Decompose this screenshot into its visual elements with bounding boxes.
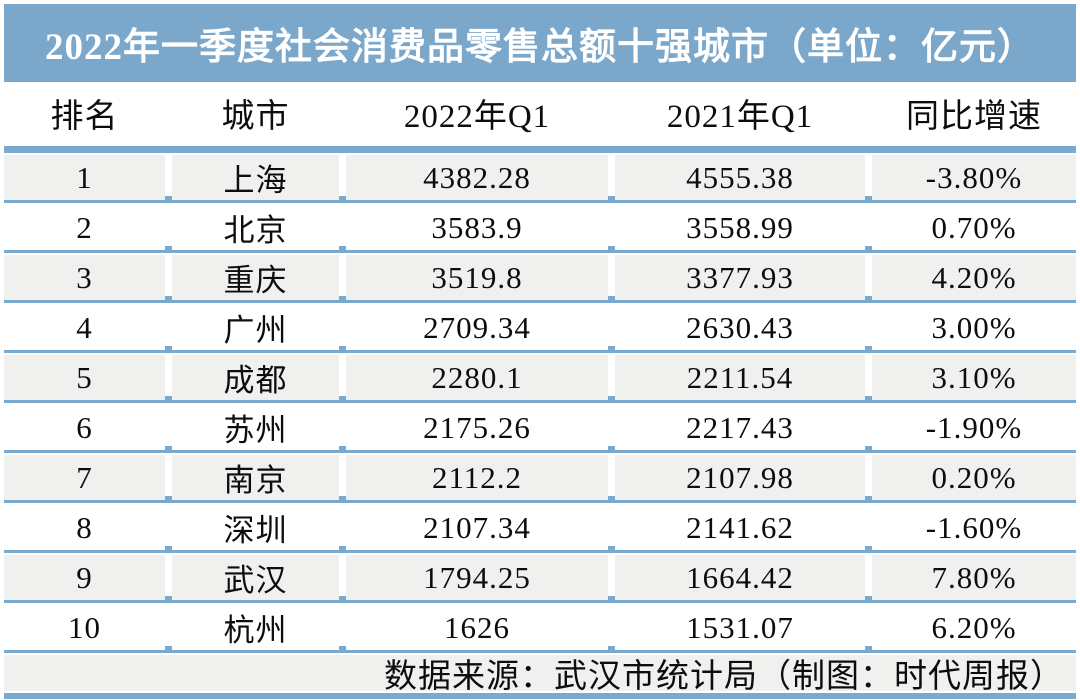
page-title: 2022年一季度社会消费品零售总额十强城市（单位：亿元） <box>45 27 1035 68</box>
table-row: 9 武汉 1794.25 1664.42 7.80% <box>4 555 1076 600</box>
cell-2021q1: 3377.93 <box>615 255 865 300</box>
cell-2021q1: 2107.98 <box>615 455 865 500</box>
cell-yoy: 3.00% <box>872 305 1076 350</box>
cell-2022q1: 1626 <box>346 605 608 650</box>
cell-2022q1: 3583.9 <box>346 205 608 250</box>
cell-2021q1: 1531.07 <box>615 605 865 650</box>
cell-2022q1: 2112.2 <box>346 455 608 500</box>
cell-2021q1: 2141.62 <box>615 505 865 550</box>
cell-yoy: 3.10% <box>872 355 1076 400</box>
table-row: 3 重庆 3519.8 3377.93 4.20% <box>4 255 1076 300</box>
source-note: 数据来源：武汉市统计局（制图：时代周报） <box>384 659 1064 695</box>
cell-city: 广州 <box>172 305 339 350</box>
cell-city: 重庆 <box>172 255 339 300</box>
column-header-2021q1: 2021年Q1 <box>666 99 814 135</box>
footer-bar: 数据来源：武汉市统计局（制图：时代周报） <box>4 655 1076 695</box>
bottom-divider <box>4 693 1076 699</box>
table-row: 10 杭州 1626 1531.07 6.20% <box>4 605 1076 650</box>
table-row: 7 南京 2112.2 2107.98 0.20% <box>4 455 1076 500</box>
cell-city: 苏州 <box>172 405 339 450</box>
column-header-city: 城市 <box>221 99 290 135</box>
cell-city: 成都 <box>172 355 339 400</box>
cell-city: 杭州 <box>172 605 339 650</box>
cell-2022q1: 2175.26 <box>346 405 608 450</box>
cell-rank: 1 <box>4 155 165 200</box>
cell-rank: 4 <box>4 305 165 350</box>
cell-2021q1: 2211.54 <box>615 355 865 400</box>
cell-2022q1: 2709.34 <box>346 305 608 350</box>
cell-2022q1: 4382.28 <box>346 155 608 200</box>
cell-city: 深圳 <box>172 505 339 550</box>
cell-city: 上海 <box>172 155 339 200</box>
cell-2021q1: 3558.99 <box>615 205 865 250</box>
table-row: 2 北京 3583.9 3558.99 0.70% <box>4 205 1076 250</box>
cell-rank: 3 <box>4 255 165 300</box>
row-divider <box>4 146 1076 153</box>
cell-city: 武汉 <box>172 555 339 600</box>
cell-yoy: 6.20% <box>872 605 1076 650</box>
cell-rank: 8 <box>4 505 165 550</box>
table-header-row: 排名 城市 2022年Q1 2021年Q1 同比增速 <box>4 82 1076 144</box>
cell-yoy: -1.90% <box>872 405 1076 450</box>
cell-rank: 2 <box>4 205 165 250</box>
cell-2021q1: 4555.38 <box>615 155 865 200</box>
column-header-yoy: 同比增速 <box>906 99 1042 135</box>
cell-rank: 7 <box>4 455 165 500</box>
cell-2021q1: 1664.42 <box>615 555 865 600</box>
cell-2022q1: 2107.34 <box>346 505 608 550</box>
title-bar: 2022年一季度社会消费品零售总额十强城市（单位：亿元） <box>4 4 1076 82</box>
cell-2021q1: 2630.43 <box>615 305 865 350</box>
table-row: 4 广州 2709.34 2630.43 3.00% <box>4 305 1076 350</box>
cell-yoy: 4.20% <box>872 255 1076 300</box>
cell-yoy: 0.20% <box>872 455 1076 500</box>
table-row: 6 苏州 2175.26 2217.43 -1.90% <box>4 405 1076 450</box>
cell-city: 南京 <box>172 455 339 500</box>
cell-yoy: -1.60% <box>872 505 1076 550</box>
table-row: 8 深圳 2107.34 2141.62 -1.60% <box>4 505 1076 550</box>
cell-2022q1: 2280.1 <box>346 355 608 400</box>
cell-2022q1: 3519.8 <box>346 255 608 300</box>
column-header-rank: 排名 <box>50 99 119 135</box>
cell-yoy: 7.80% <box>872 555 1076 600</box>
cell-2021q1: 2217.43 <box>615 405 865 450</box>
cell-rank: 5 <box>4 355 165 400</box>
column-header-2022q1: 2022年Q1 <box>403 99 551 135</box>
cell-rank: 6 <box>4 405 165 450</box>
cell-rank: 9 <box>4 555 165 600</box>
cell-yoy: 0.70% <box>872 205 1076 250</box>
cell-2022q1: 1794.25 <box>346 555 608 600</box>
table-row: 5 成都 2280.1 2211.54 3.10% <box>4 355 1076 400</box>
cell-yoy: -3.80% <box>872 155 1076 200</box>
cell-city: 北京 <box>172 205 339 250</box>
cell-rank: 10 <box>4 605 165 650</box>
table-row: 1 上海 4382.28 4555.38 -3.80% <box>4 155 1076 200</box>
